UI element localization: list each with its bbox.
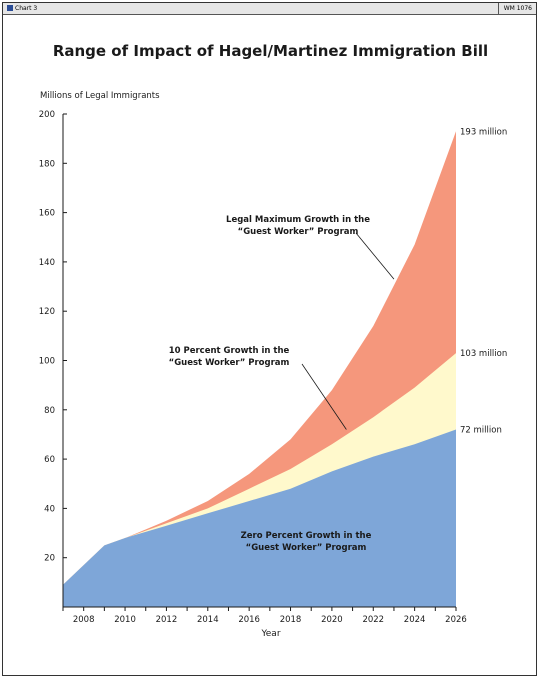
area-label-line2: “Guest Worker” Program — [238, 227, 359, 237]
y-tick-label: 60 — [44, 455, 55, 465]
chart-number-label: Chart 3 — [15, 5, 38, 12]
series-area-1 — [63, 429, 456, 607]
y-tick-label: 180 — [39, 159, 55, 169]
area-label-line1: Zero Percent Growth in the — [241, 531, 372, 541]
chart-number: Chart 3 — [7, 3, 37, 14]
x-tick-label: 2020 — [321, 615, 343, 625]
report-number: WM 1076 — [503, 5, 532, 12]
area-label-line2: “Guest Worker” Program — [246, 543, 367, 553]
x-tick-label: 2018 — [280, 615, 302, 625]
leader-line — [355, 232, 395, 280]
chart-title: Range of Impact of Hagel/Martinez Immigr… — [52, 42, 489, 60]
end-value-label: 103 million — [460, 349, 507, 359]
y-tick-label: 100 — [39, 357, 55, 367]
y-tick-label: 20 — [44, 554, 55, 564]
area-label-line1: 10 Percent Growth in the — [169, 346, 290, 356]
y-tick-label: 140 — [39, 258, 55, 268]
x-tick-label: 2026 — [445, 615, 467, 625]
y-tick-label: 120 — [39, 307, 55, 317]
heritage-logo-icon — [7, 4, 13, 11]
x-tick-label: 2010 — [114, 615, 136, 625]
x-axis-label: Year — [260, 629, 280, 639]
y-tick-label: 40 — [44, 504, 55, 514]
y-tick-label: 80 — [44, 406, 55, 416]
x-tick-label: 2008 — [73, 615, 95, 625]
x-tick-label: 2014 — [197, 615, 219, 625]
header-divider — [498, 3, 499, 14]
header-bar: Chart 3 WM 1076 — [3, 3, 536, 15]
x-tick-label: 2016 — [238, 615, 260, 625]
x-tick-label: 2024 — [404, 615, 426, 625]
y-axis-label: Millions of Legal Immigrants — [40, 91, 160, 101]
y-tick-label: 160 — [39, 209, 55, 219]
area-label-line2: “Guest Worker” Program — [169, 358, 290, 368]
x-tick-label: 2022 — [362, 615, 384, 625]
x-tick-label: 2012 — [156, 615, 178, 625]
area-label-line1: Legal Maximum Growth in the — [226, 215, 370, 225]
end-value-label: 193 million — [460, 127, 507, 137]
end-value-label: 72 million — [460, 426, 502, 436]
y-tick-label: 200 — [39, 110, 55, 120]
leader-line — [301, 363, 347, 430]
